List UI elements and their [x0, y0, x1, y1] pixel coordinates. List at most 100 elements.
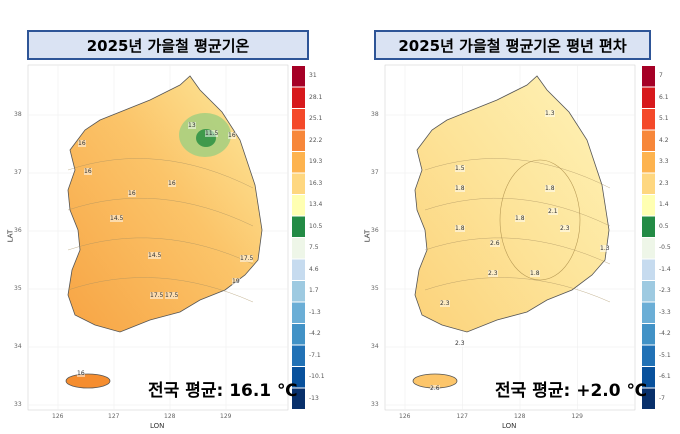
legend-swatch	[292, 324, 305, 345]
lon-tick: 129	[571, 413, 583, 420]
x-axis-label: LON	[502, 422, 517, 430]
legend-label: 4.2	[659, 136, 669, 144]
contour-label: 16	[228, 132, 236, 139]
contour-line	[67, 237, 254, 265]
right-national-average: 전국 평균: +2.0 ℃	[495, 381, 648, 401]
contour-label: 1.3	[545, 110, 555, 117]
legend-label: 19.3	[309, 158, 323, 165]
contour-label: 17.5	[150, 292, 164, 299]
contour-label: 17.5	[165, 292, 179, 299]
legend-swatch	[642, 302, 655, 323]
left-panel-title: 2025년 가을철 평균기온	[27, 30, 309, 60]
contour-label: 1.8	[530, 270, 540, 277]
lon-tick: 126	[399, 413, 411, 420]
y-axis-label: LAT	[363, 229, 372, 243]
contour-label: 16	[77, 370, 85, 377]
legend-label: 2.3	[659, 179, 669, 187]
contour-label: 2.3	[440, 300, 450, 307]
legend-swatch	[642, 281, 655, 302]
legend-label: -5.1	[659, 351, 671, 359]
legend-label: 28.1	[309, 93, 323, 101]
contour-line	[424, 237, 611, 265]
contour-label: 1.8	[545, 185, 555, 192]
contour-label: 16	[84, 168, 92, 175]
legend-label: 7	[659, 72, 663, 79]
contour-label: 1.8	[515, 215, 525, 222]
lon-tick: 128	[164, 413, 176, 420]
contour-label: 2.6	[430, 385, 440, 392]
legend-label: 3.3	[659, 158, 669, 165]
contour-line	[67, 277, 254, 303]
contour-label: 2.6	[490, 240, 500, 247]
legend-label: -3.3	[659, 308, 671, 316]
legend-swatch	[642, 195, 655, 216]
legend-swatch	[292, 259, 305, 280]
legend-swatch	[292, 109, 305, 130]
contour-line	[424, 277, 611, 303]
legend-swatch	[292, 216, 305, 237]
legend-swatch	[642, 238, 655, 259]
legend-label: -7.1	[309, 351, 321, 359]
legend-label: 7.5	[309, 244, 319, 251]
contour-label: 1.3	[600, 245, 610, 252]
legend-label: -4.2	[309, 330, 321, 337]
korea-mainland	[414, 75, 610, 333]
contour-label: 14.5	[148, 252, 162, 259]
contour-label: 16	[128, 190, 136, 197]
lat-tick: 37	[371, 169, 379, 176]
legend-swatch	[642, 173, 655, 194]
legend-label: -4.2	[659, 330, 671, 337]
contour-label: 2.1	[548, 208, 558, 215]
legend-swatch	[642, 324, 655, 345]
legend-label: 31	[309, 72, 317, 79]
right-panel-title: 2025년 가을철 평균기온 평년 편차	[374, 30, 651, 60]
lon-tick: 127	[108, 413, 120, 420]
lon-tick: 128	[514, 413, 526, 420]
contour-label: 2.3	[488, 270, 498, 277]
contour-label: 17.5	[240, 255, 254, 262]
contour-line	[424, 197, 611, 227]
legend-swatch	[292, 87, 305, 108]
legend-swatch	[292, 345, 305, 366]
contour-label: 19	[232, 278, 240, 285]
x-axis-label: LON	[150, 422, 165, 430]
contour-label: 1.8	[455, 225, 465, 232]
legend-swatch	[292, 302, 305, 323]
lat-tick: 35	[371, 285, 379, 292]
contour-label: 2.3	[455, 340, 465, 347]
legend-label: 6.1	[659, 93, 669, 101]
legend-label: 22.2	[309, 136, 323, 144]
lat-tick: 37	[14, 169, 22, 176]
legend-label: -2.3	[659, 287, 671, 294]
lat-tick: 38	[371, 111, 379, 118]
legend-swatch	[642, 216, 655, 237]
y-axis-label: LAT	[6, 229, 15, 243]
legend-swatch	[642, 87, 655, 108]
legend-label: 25.1	[309, 115, 323, 122]
lon-tick: 129	[220, 413, 232, 420]
legend-swatch	[642, 367, 655, 388]
jeju-island	[65, 373, 111, 389]
left-national-average: 전국 평균: 16.1 ℃	[148, 381, 298, 401]
contour-line	[424, 158, 611, 189]
lat-tick: 34	[14, 343, 22, 350]
legend-label: -6.1	[659, 373, 671, 380]
legend-label: 4.6	[309, 265, 319, 273]
lat-tick: 35	[14, 285, 22, 292]
legend-swatch	[292, 66, 305, 87]
legend-label: -1.3	[309, 308, 321, 316]
legend-label: 1.4	[659, 201, 669, 208]
contour-line	[67, 197, 254, 227]
lat-tick: 33	[14, 401, 22, 408]
contour-label: 13	[188, 122, 196, 129]
legend-swatch	[292, 367, 305, 388]
legend-swatch	[292, 195, 305, 216]
legend-swatch	[642, 109, 655, 130]
legend-label: 13.4	[309, 201, 323, 208]
legend-label: 1.7	[309, 287, 319, 294]
legend-label: -0.5	[659, 244, 671, 251]
legend-swatch	[642, 152, 655, 173]
legend-label: 0.5	[659, 222, 669, 230]
contour-line	[499, 159, 581, 281]
